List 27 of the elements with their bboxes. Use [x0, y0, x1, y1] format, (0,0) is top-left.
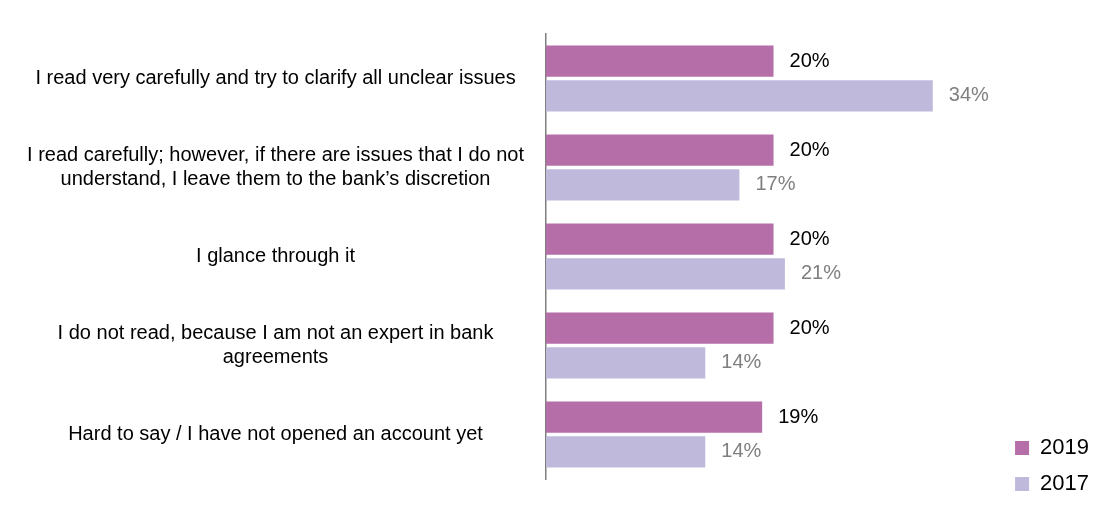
bar [546, 134, 774, 166]
legend-label: 2017 [1040, 470, 1090, 496]
data-label: 34% [948, 83, 990, 106]
data-label: 20% [789, 315, 830, 338]
data-label: 20% [789, 226, 830, 249]
data-label: 17% [755, 172, 796, 195]
y-tick-label: I glance through it [196, 244, 356, 267]
bar [546, 258, 785, 290]
data-label: 21% [800, 261, 842, 284]
bar [546, 436, 706, 468]
bar [546, 223, 774, 255]
y-tick-label: I do not read, because I am not an expert in bank agreements [57, 321, 495, 368]
data-label: 19% [778, 404, 819, 427]
bar [546, 312, 774, 344]
legend-label: 2019 [1040, 434, 1090, 460]
y-tick-label: I read carefully; however, if there are issues that I do not understand, I leave them to the bank’s discretion [27, 143, 525, 190]
data-label: 20% [789, 137, 830, 160]
data-label: 14% [721, 350, 762, 373]
data-label: 14% [721, 439, 762, 462]
y-tick-label: I read very carefully and try to clarify all unclear issues [35, 66, 516, 89]
bar [546, 347, 706, 379]
bar [546, 80, 933, 112]
bar [546, 45, 774, 77]
bar [546, 401, 763, 433]
y-tick-label: Hard to say / I have not opened an account yet [68, 422, 484, 445]
data-label: 20% [789, 48, 830, 71]
bar [546, 169, 740, 201]
